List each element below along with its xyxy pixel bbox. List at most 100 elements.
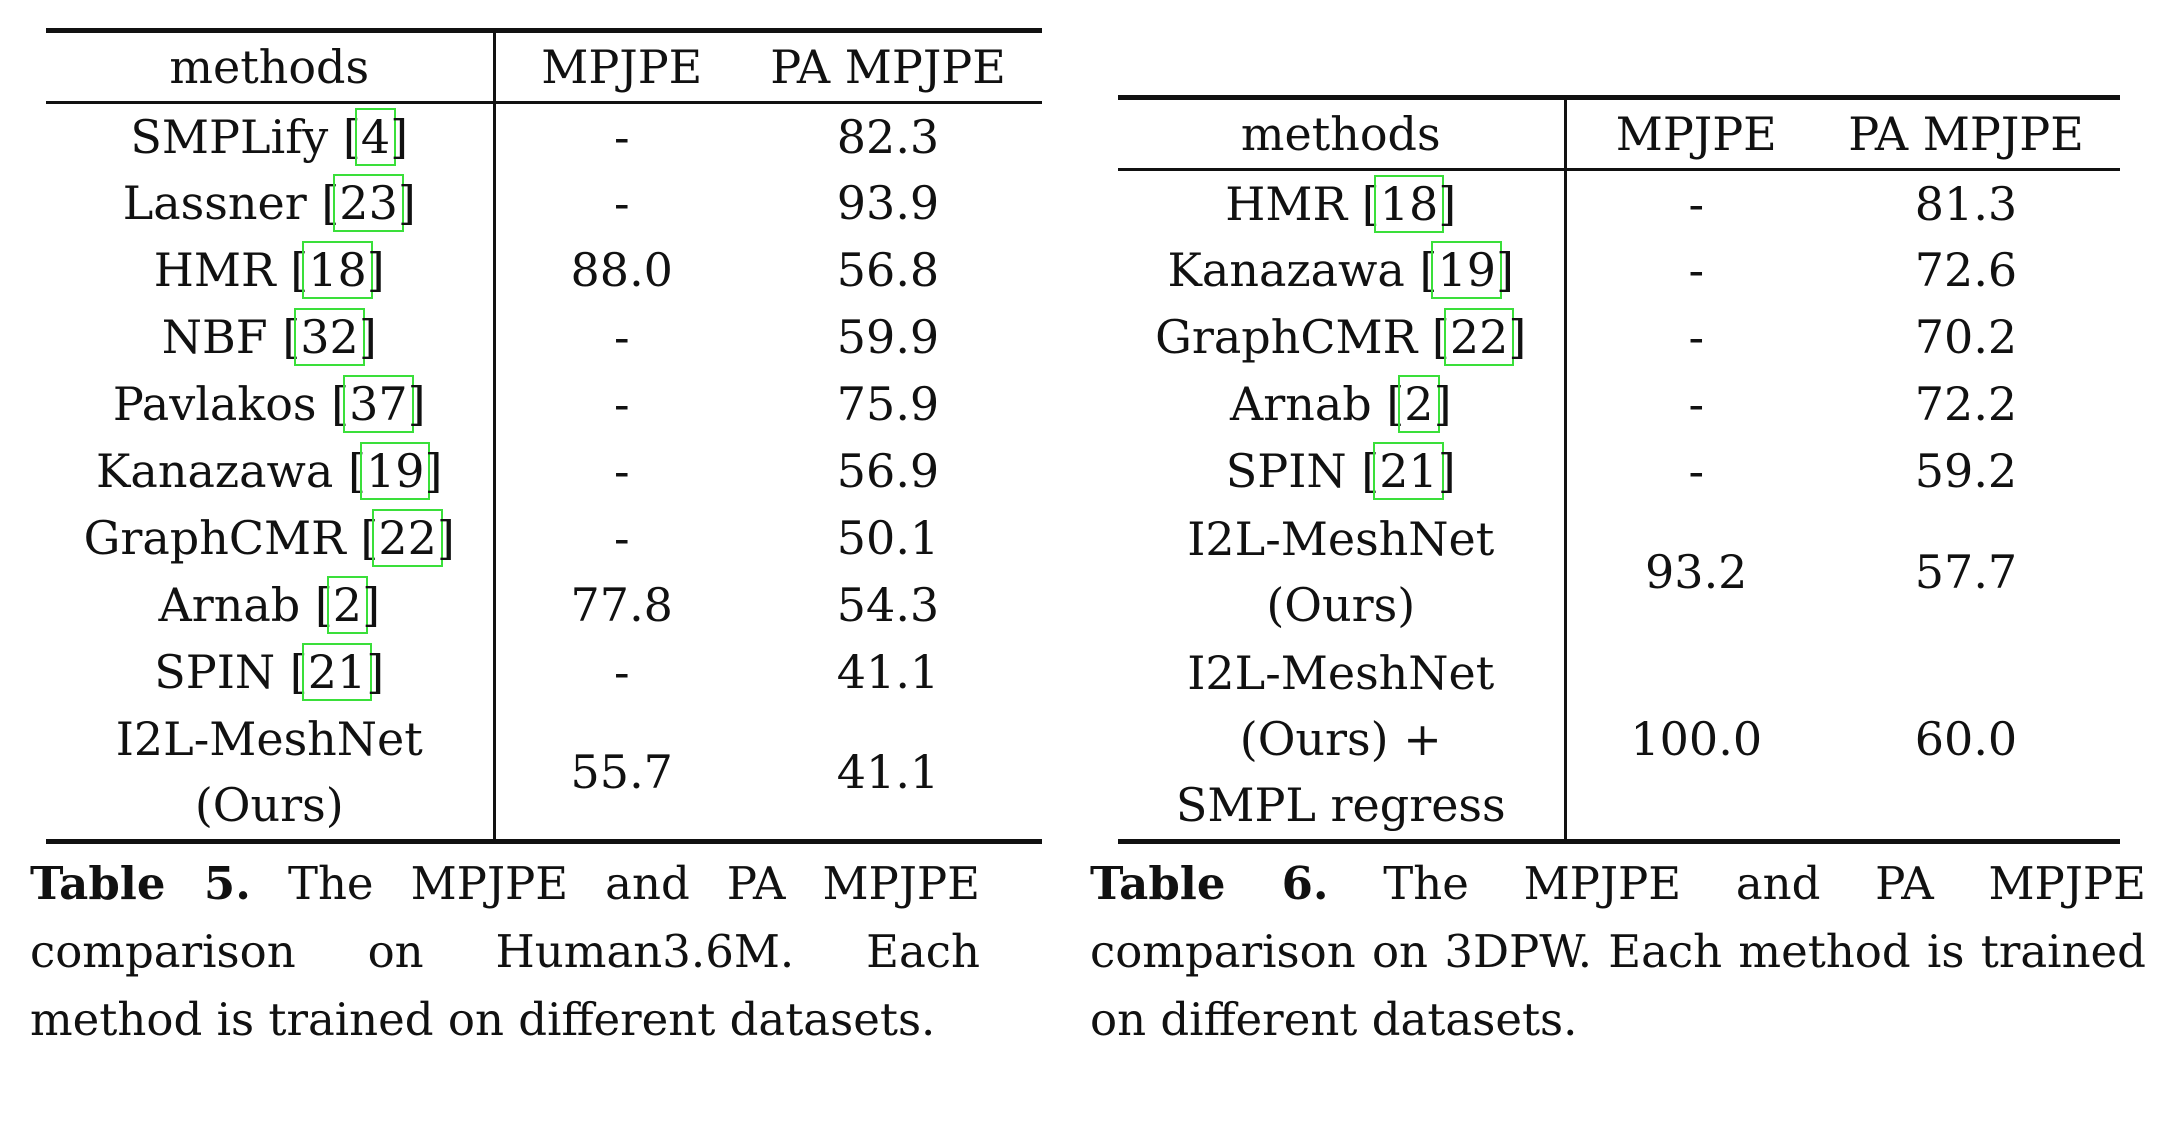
method-name: SPIN — [1225, 444, 1347, 498]
method-name: Arnab — [158, 578, 301, 632]
header-pa-mpjpe: PA MPJPE — [734, 28, 1042, 104]
mpjpe-cell: - — [613, 377, 630, 431]
mpjpe-cell: - — [1688, 243, 1705, 297]
mpjpe-cell: - — [613, 109, 630, 164]
pa-mpjpe-cell: 56.8 — [836, 243, 940, 297]
citation-link[interactable]: 2 — [326, 576, 369, 634]
caption-text: The MPJPE and PA MPJPE comparison on Hum… — [30, 857, 980, 1046]
pa-mpjpe-cell: 50.1 — [836, 511, 940, 565]
table-row: HMR [18] 88.0 56.8 — [46, 236, 1042, 304]
method-cell: Lassner [23] — [46, 169, 496, 237]
table-row: SPIN [21] - 41.1 — [46, 638, 1042, 706]
pa-mpjpe-cell: 59.9 — [836, 310, 940, 364]
pa-mpjpe-cell: 70.2 — [1914, 310, 2018, 364]
table-row: HMR [18] - 81.3 — [1118, 169, 2120, 237]
table-header-row: methods MPJPE PA MPJPE — [1118, 95, 2120, 171]
method-cell: SPIN [21] — [46, 638, 496, 706]
method-name: SMPLify — [130, 109, 329, 164]
table-row: SMPLify [4] - 82.3 — [46, 102, 1042, 170]
table-row: Arnab [2] - 72.2 — [1118, 370, 2120, 438]
header-mpjpe: MPJPE — [494, 28, 734, 104]
method-name: Lassner — [122, 176, 307, 230]
method-name: Arnab — [1229, 377, 1372, 431]
method-name-line: I2L-MeshNet — [115, 712, 423, 767]
citation-link[interactable]: 21 — [1373, 442, 1444, 500]
method-name: GraphCMR — [83, 511, 346, 565]
pa-mpjpe-cell: 41.1 — [836, 645, 940, 699]
citation-link[interactable]: 18 — [302, 241, 373, 299]
method-cell: Arnab [2] — [46, 571, 496, 639]
pa-mpjpe-cell: 41.1 — [734, 705, 1042, 844]
table-row: Arnab [2] 77.8 54.3 — [46, 571, 1042, 639]
citation-link[interactable]: 21 — [301, 643, 373, 701]
citation-link[interactable]: 23 — [333, 174, 404, 232]
table-row: I2L-MeshNet (Ours) 93.2 57.7 — [1118, 504, 2120, 640]
method-name: HMR — [1225, 176, 1348, 231]
mpjpe-cell: 55.7 — [494, 705, 734, 844]
pa-mpjpe-cell: 59.2 — [1914, 444, 2018, 498]
pa-mpjpe-cell: 60.0 — [1812, 639, 2120, 844]
pa-mpjpe-cell: 93.9 — [836, 176, 940, 230]
table-row: I2L-MeshNet (Ours) 55.7 41.1 — [46, 705, 1042, 844]
pa-mpjpe-cell: 72.6 — [1914, 243, 2018, 297]
method-name-line: (Ours) — [1266, 578, 1416, 632]
table-row: SPIN [21] - 59.2 — [1118, 437, 2120, 505]
pa-mpjpe-cell: 81.3 — [1914, 176, 2018, 231]
citation-link[interactable]: 19 — [1431, 241, 1502, 299]
method-name: Kanazawa — [96, 444, 334, 498]
citation-link[interactable]: 22 — [1443, 308, 1515, 366]
citation-link[interactable]: 19 — [359, 442, 431, 500]
table-row: GraphCMR [22] - 70.2 — [1118, 303, 2120, 371]
mpjpe-cell: - — [1688, 377, 1705, 431]
method-name: GraphCMR — [1155, 310, 1418, 364]
mpjpe-cell: - — [613, 645, 630, 699]
citation-link[interactable]: 18 — [1373, 174, 1445, 233]
method-name-line: I2L-MeshNet — [1187, 512, 1495, 566]
mpjpe-cell: 100.0 — [1565, 639, 1812, 844]
method-cell: NBF [32] — [46, 303, 496, 371]
table-6-caption: Table 6. The MPJPE and PA MPJPE comparis… — [1090, 850, 2146, 1054]
method-cell: Pavlakos [37] — [46, 370, 496, 438]
caption-label: Table 5. — [30, 857, 251, 910]
table-5-caption: Table 5. The MPJPE and PA MPJPE comparis… — [30, 850, 980, 1054]
citation-link[interactable]: 4 — [354, 107, 397, 166]
table-5: methods MPJPE PA MPJPE SMPLify [4] - 82.… — [46, 28, 1042, 844]
method-cell: SPIN [21] — [1118, 437, 1567, 505]
citation-link[interactable]: 22 — [372, 509, 443, 567]
method-name-line: I2L-MeshNet — [1187, 646, 1495, 701]
method-cell: GraphCMR [22] — [46, 504, 496, 572]
citation-link[interactable]: 37 — [343, 375, 414, 433]
method-name: Kanazawa — [1167, 243, 1405, 297]
method-cell: I2L-MeshNet (Ours) — [1118, 504, 1567, 640]
table-row: GraphCMR [22] - 50.1 — [46, 504, 1042, 572]
mpjpe-cell: - — [613, 310, 630, 364]
mpjpe-cell: 88.0 — [570, 243, 673, 297]
mpjpe-cell: - — [613, 511, 630, 565]
table-row: Pavlakos [37] - 75.9 — [46, 370, 1042, 438]
table-row: Kanazawa [19] - 72.6 — [1118, 236, 2120, 304]
method-cell: I2L-MeshNet (Ours) — [46, 705, 496, 844]
mpjpe-cell: 93.2 — [1645, 545, 1748, 599]
method-cell: HMR [18] — [1118, 169, 1567, 237]
method-cell: GraphCMR [22] — [1118, 303, 1567, 371]
mpjpe-cell: - — [613, 444, 630, 498]
citation-link[interactable]: 32 — [294, 308, 365, 366]
method-name: Pavlakos — [112, 377, 317, 431]
mpjpe-cell: - — [613, 176, 630, 230]
mpjpe-cell: - — [1688, 444, 1705, 498]
caption-text: The MPJPE and PA MPJPE comparison on 3DP… — [1090, 857, 2147, 1046]
table-row: I2L-MeshNet (Ours) + SMPL regress 100.0 … — [1118, 639, 2120, 844]
table-row: Kanazawa [19] - 56.9 — [46, 437, 1042, 505]
method-name: NBF — [161, 310, 268, 364]
citation-link[interactable]: 2 — [1398, 375, 1440, 433]
pa-mpjpe-cell: 82.3 — [836, 109, 940, 164]
pa-mpjpe-cell: 56.9 — [836, 444, 940, 498]
pa-mpjpe-cell: 54.3 — [836, 578, 940, 632]
table-row: NBF [32] - 59.9 — [46, 303, 1042, 371]
table-row: Lassner [23] - 93.9 — [46, 169, 1042, 237]
table-6: methods MPJPE PA MPJPE HMR [18] - 81.3 K… — [1118, 95, 2120, 844]
method-name: HMR — [153, 243, 276, 297]
method-cell: HMR [18] — [46, 236, 496, 304]
mpjpe-cell: 77.8 — [570, 578, 673, 632]
method-name-line: SMPL regress — [1175, 778, 1506, 833]
